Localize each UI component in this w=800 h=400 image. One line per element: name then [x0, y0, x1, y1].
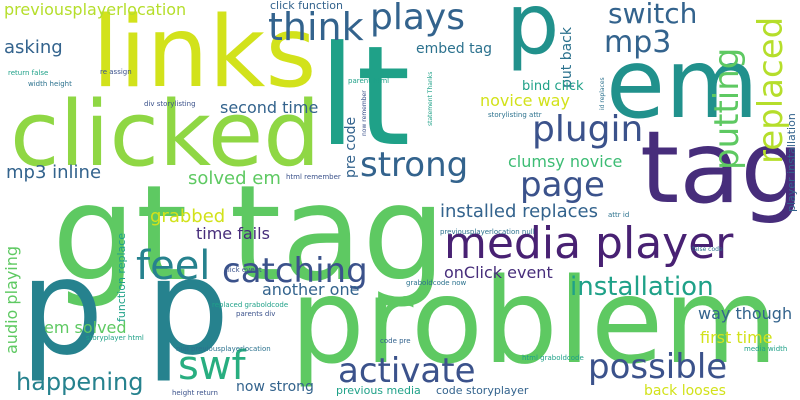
word-mp3-inline: mp3 inline	[6, 162, 102, 183]
word-activate: activate	[338, 351, 476, 391]
word-problem: problem	[290, 252, 779, 390]
word-bind-click: bind click	[522, 79, 584, 94]
word-id-replaces: id replaces	[599, 77, 606, 110]
word-replaced: replaced	[751, 16, 791, 164]
word-switch: switch	[608, 0, 698, 30]
word-lt: lt	[318, 16, 411, 177]
word-swf: swf	[178, 343, 246, 389]
word-think: think	[268, 5, 364, 49]
word-installed-replaces: installed replaces	[440, 201, 598, 222]
word-gt-tag: gt tag	[52, 157, 446, 311]
word-parents-div: parents div	[236, 310, 276, 318]
word-function-replace: function replace	[115, 232, 128, 322]
word-plugin: plugin	[532, 109, 644, 150]
word-em-solved: em solved	[44, 318, 127, 337]
word-return-false: return false	[8, 69, 49, 77]
word-false-code: false code	[692, 246, 723, 253]
word-strong: strong	[360, 145, 469, 185]
word-re-assign: re assign	[100, 68, 132, 76]
word-time-fails: time fails	[196, 224, 270, 243]
word-media-width: media width	[744, 345, 788, 353]
word-attr-id: attr id	[608, 211, 630, 219]
word-novice-way: novice way	[480, 91, 570, 110]
word-tag: tag	[640, 109, 800, 226]
word-asking: asking	[4, 37, 63, 58]
word-now-remember: now remember	[361, 90, 368, 136]
word-first-time: first time	[700, 328, 773, 347]
word-feel: feel	[136, 243, 211, 289]
word-graboldcode-now: graboldcode now	[406, 279, 467, 287]
word-div-storylisting: div storylisting	[144, 100, 196, 108]
word-null-previousplayerlocation: null previousplayerlocation	[176, 345, 271, 353]
word-storylisting-attr: storylisting attr	[488, 111, 542, 119]
word-html-graboldcode: html graboldcode	[522, 354, 584, 362]
word-parent-html: parent html	[348, 77, 390, 85]
word-now-strong: now strong	[236, 379, 314, 395]
word-previous-media: previous media	[336, 384, 421, 397]
word-click-function: click function	[270, 0, 344, 12]
word-putting: putting	[707, 47, 747, 170]
word-code-storyplayer: code storyplayer	[436, 384, 529, 397]
word-pre-code: pre code	[343, 116, 359, 178]
word-way-though: way though	[698, 304, 793, 323]
word-clumsy-novice: clumsy novice	[508, 152, 623, 171]
word-previousplayerlocation-null: previousplayerlocation null	[440, 228, 535, 236]
word-clicked: clicked	[10, 82, 321, 187]
word-happening: happening	[16, 368, 144, 396]
word-second-time: second time	[220, 98, 319, 117]
word-statement-thanks: statement Thanks	[427, 71, 434, 126]
word-width-height: width height	[28, 80, 72, 88]
word-back-looses: back looses	[644, 383, 726, 399]
word-possible: possible	[588, 347, 728, 387]
word-solved-em: solved em	[188, 168, 281, 189]
word-previousplayerlocation: previousplayerlocation	[4, 0, 187, 19]
word-p: p	[506, 0, 560, 73]
word-player-installation: player installation	[785, 113, 798, 212]
word-code-pre: code pre	[380, 337, 411, 345]
word-p-p: p p	[20, 231, 230, 385]
word-plays: plays	[370, 0, 465, 38]
word-catching: catching	[222, 251, 368, 291]
word-click-event: click event	[224, 266, 262, 274]
word-storyplayer-html: storyplayer html	[86, 334, 144, 342]
word-another-one: another one	[262, 280, 360, 299]
word-installation: installation	[570, 272, 714, 302]
word-em: em	[606, 28, 759, 140]
word-links: links	[92, 0, 317, 110]
word-onclick-event: onClick event	[444, 263, 553, 282]
word-embed-tag: embed tag	[416, 41, 493, 57]
word-replaced-graboldcode: replaced graboldcode	[212, 301, 289, 309]
word-height-return: height return	[172, 389, 218, 397]
word-grabbed: grabbed	[150, 206, 226, 227]
word-html-remember: html remember	[286, 173, 341, 181]
word-audio-playing: audio playing	[2, 245, 21, 354]
word-media-player: media player	[444, 218, 734, 269]
word-mp3: mp3	[604, 25, 672, 60]
word-page: page	[520, 165, 605, 205]
